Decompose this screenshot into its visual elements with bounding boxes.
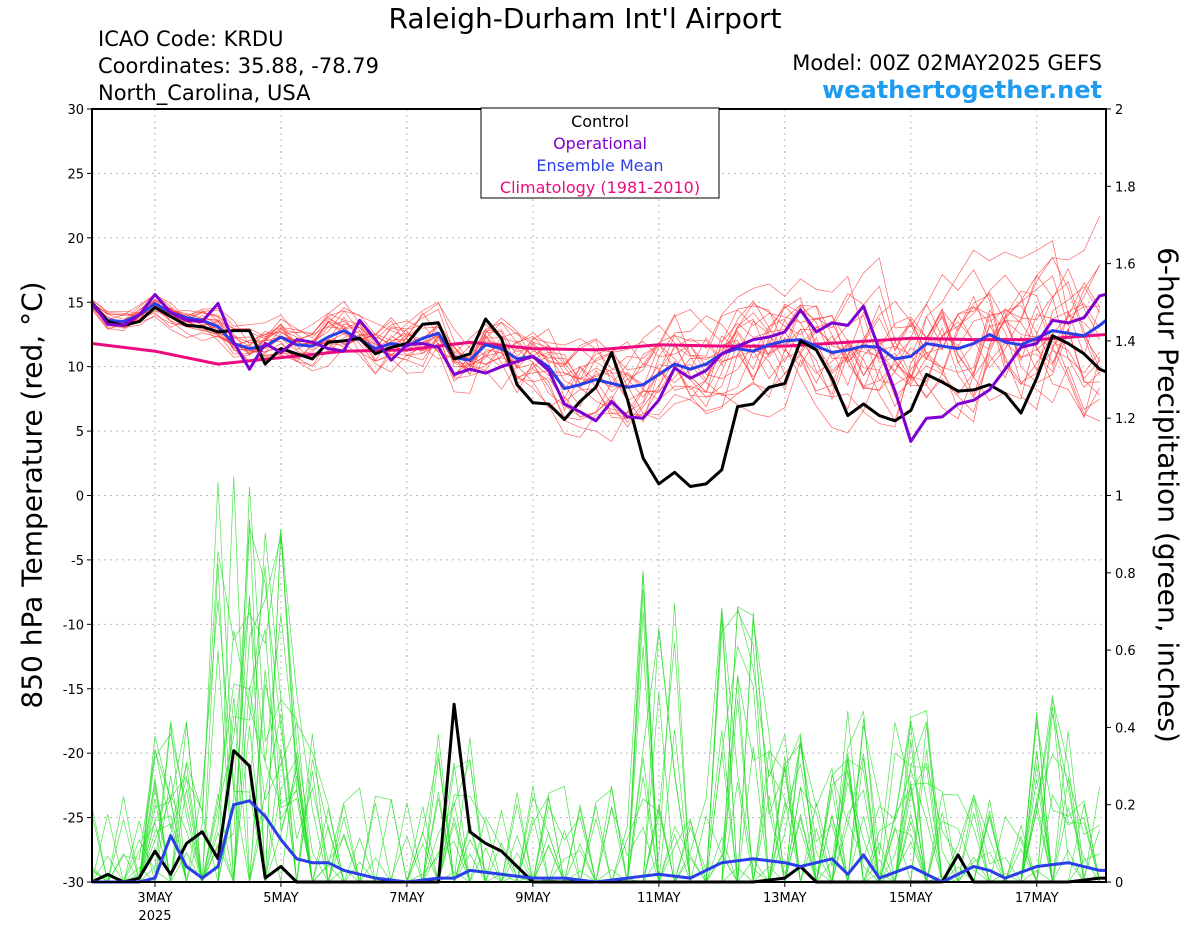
x-tick-sublabel: 2025 [138,909,171,924]
legend-item-climatology: Climatology (1981-2010) [500,178,700,197]
y-right-tick-label: 1.8 [1115,180,1136,195]
y-right-tick-label: 0.8 [1115,567,1136,582]
x-tick-label: 9MAY [515,891,550,906]
precip-member-line [91,486,1100,884]
y-left-tick-label: 30 [67,103,84,118]
precip-member-line [91,476,1101,883]
legend-box [480,107,720,199]
x-tick-label: 11MAY [637,891,681,906]
y-left-tick-label: -10 [63,618,84,633]
precip-ensemble-mean-line [92,799,1106,884]
y-right-tick-label: 1.2 [1115,412,1136,427]
precip-member-line [91,595,1100,884]
precip-member-line [91,675,1100,884]
chart-legend: Control Operational Ensemble Mean Climatolo… [480,107,720,199]
y-left-tick-label: 15 [67,296,84,311]
y-right-tick-label: 0.2 [1115,799,1136,814]
site-link[interactable]: weathertogether.net [822,76,1102,104]
x-tick-label: 3MAY [137,891,172,906]
y-left-tick-label: 0 [76,490,84,505]
precip-member-line [92,537,1101,883]
y-right-tick-label: 0.4 [1115,721,1136,736]
temperature-members [91,215,1101,443]
y-left-tick-label: 25 [67,167,84,182]
chart-title: Raleigh-Durham Int'l Airport [388,2,782,35]
temperature-member-line [91,301,1100,428]
temperature-member-line [91,298,1101,415]
y-right-tick-label: 2 [1115,103,1123,118]
x-tick-label: 5MAY [263,891,298,906]
temperature-member-line [91,291,1100,401]
temperature-climatology-line [91,333,1107,366]
temperature-member-line [91,215,1101,423]
legend-item-ensemble-mean: Ensemble Mean [536,156,663,175]
y-left-tick-label: -15 [63,683,84,698]
region: North_Carolina, USA [98,81,311,105]
temperature-control-line [90,301,1107,488]
x-tick-label: 17MAY [1015,891,1059,906]
y-right-tick-label: 0 [1115,876,1123,891]
y-left-tick-label: -20 [63,747,84,762]
x-tick-label: 15MAY [889,891,933,906]
temperature-member-line [91,302,1101,418]
model-run: Model: 00Z 02MAY2025 GEFS [792,51,1102,75]
y-left-tick-label: 10 [67,361,84,376]
legend-item-operational: Operational [553,134,647,153]
x-tick-label: 13MAY [763,891,807,906]
precip-members [91,476,1101,884]
y-right-tick-label: 0.6 [1115,644,1136,659]
coordinates: Coordinates: 35.88, -78.79 [98,54,379,78]
temperature-member-line [91,264,1101,382]
y-right-tick-label: 1 [1115,490,1123,505]
y-left-tick-label: -5 [71,554,84,569]
legend-item-control: Control [571,112,629,131]
temperature-member-line [91,265,1100,398]
icao-code: ICAO Code: KRDU [98,27,284,51]
y-left-tick-label: -30 [63,876,84,891]
y-left-tick-label: 5 [76,425,84,440]
y-right-tick-label: 1.4 [1115,335,1136,350]
precip-member-line [91,481,1100,884]
y-left-tick-label: -25 [63,812,84,827]
y-right-tick-label: 1.6 [1115,258,1136,273]
plot-frame [91,108,1107,883]
temperature-operational-line [90,293,1107,443]
y-left-tick-label: 20 [67,232,84,247]
x-tick-label: 7MAY [389,891,424,906]
